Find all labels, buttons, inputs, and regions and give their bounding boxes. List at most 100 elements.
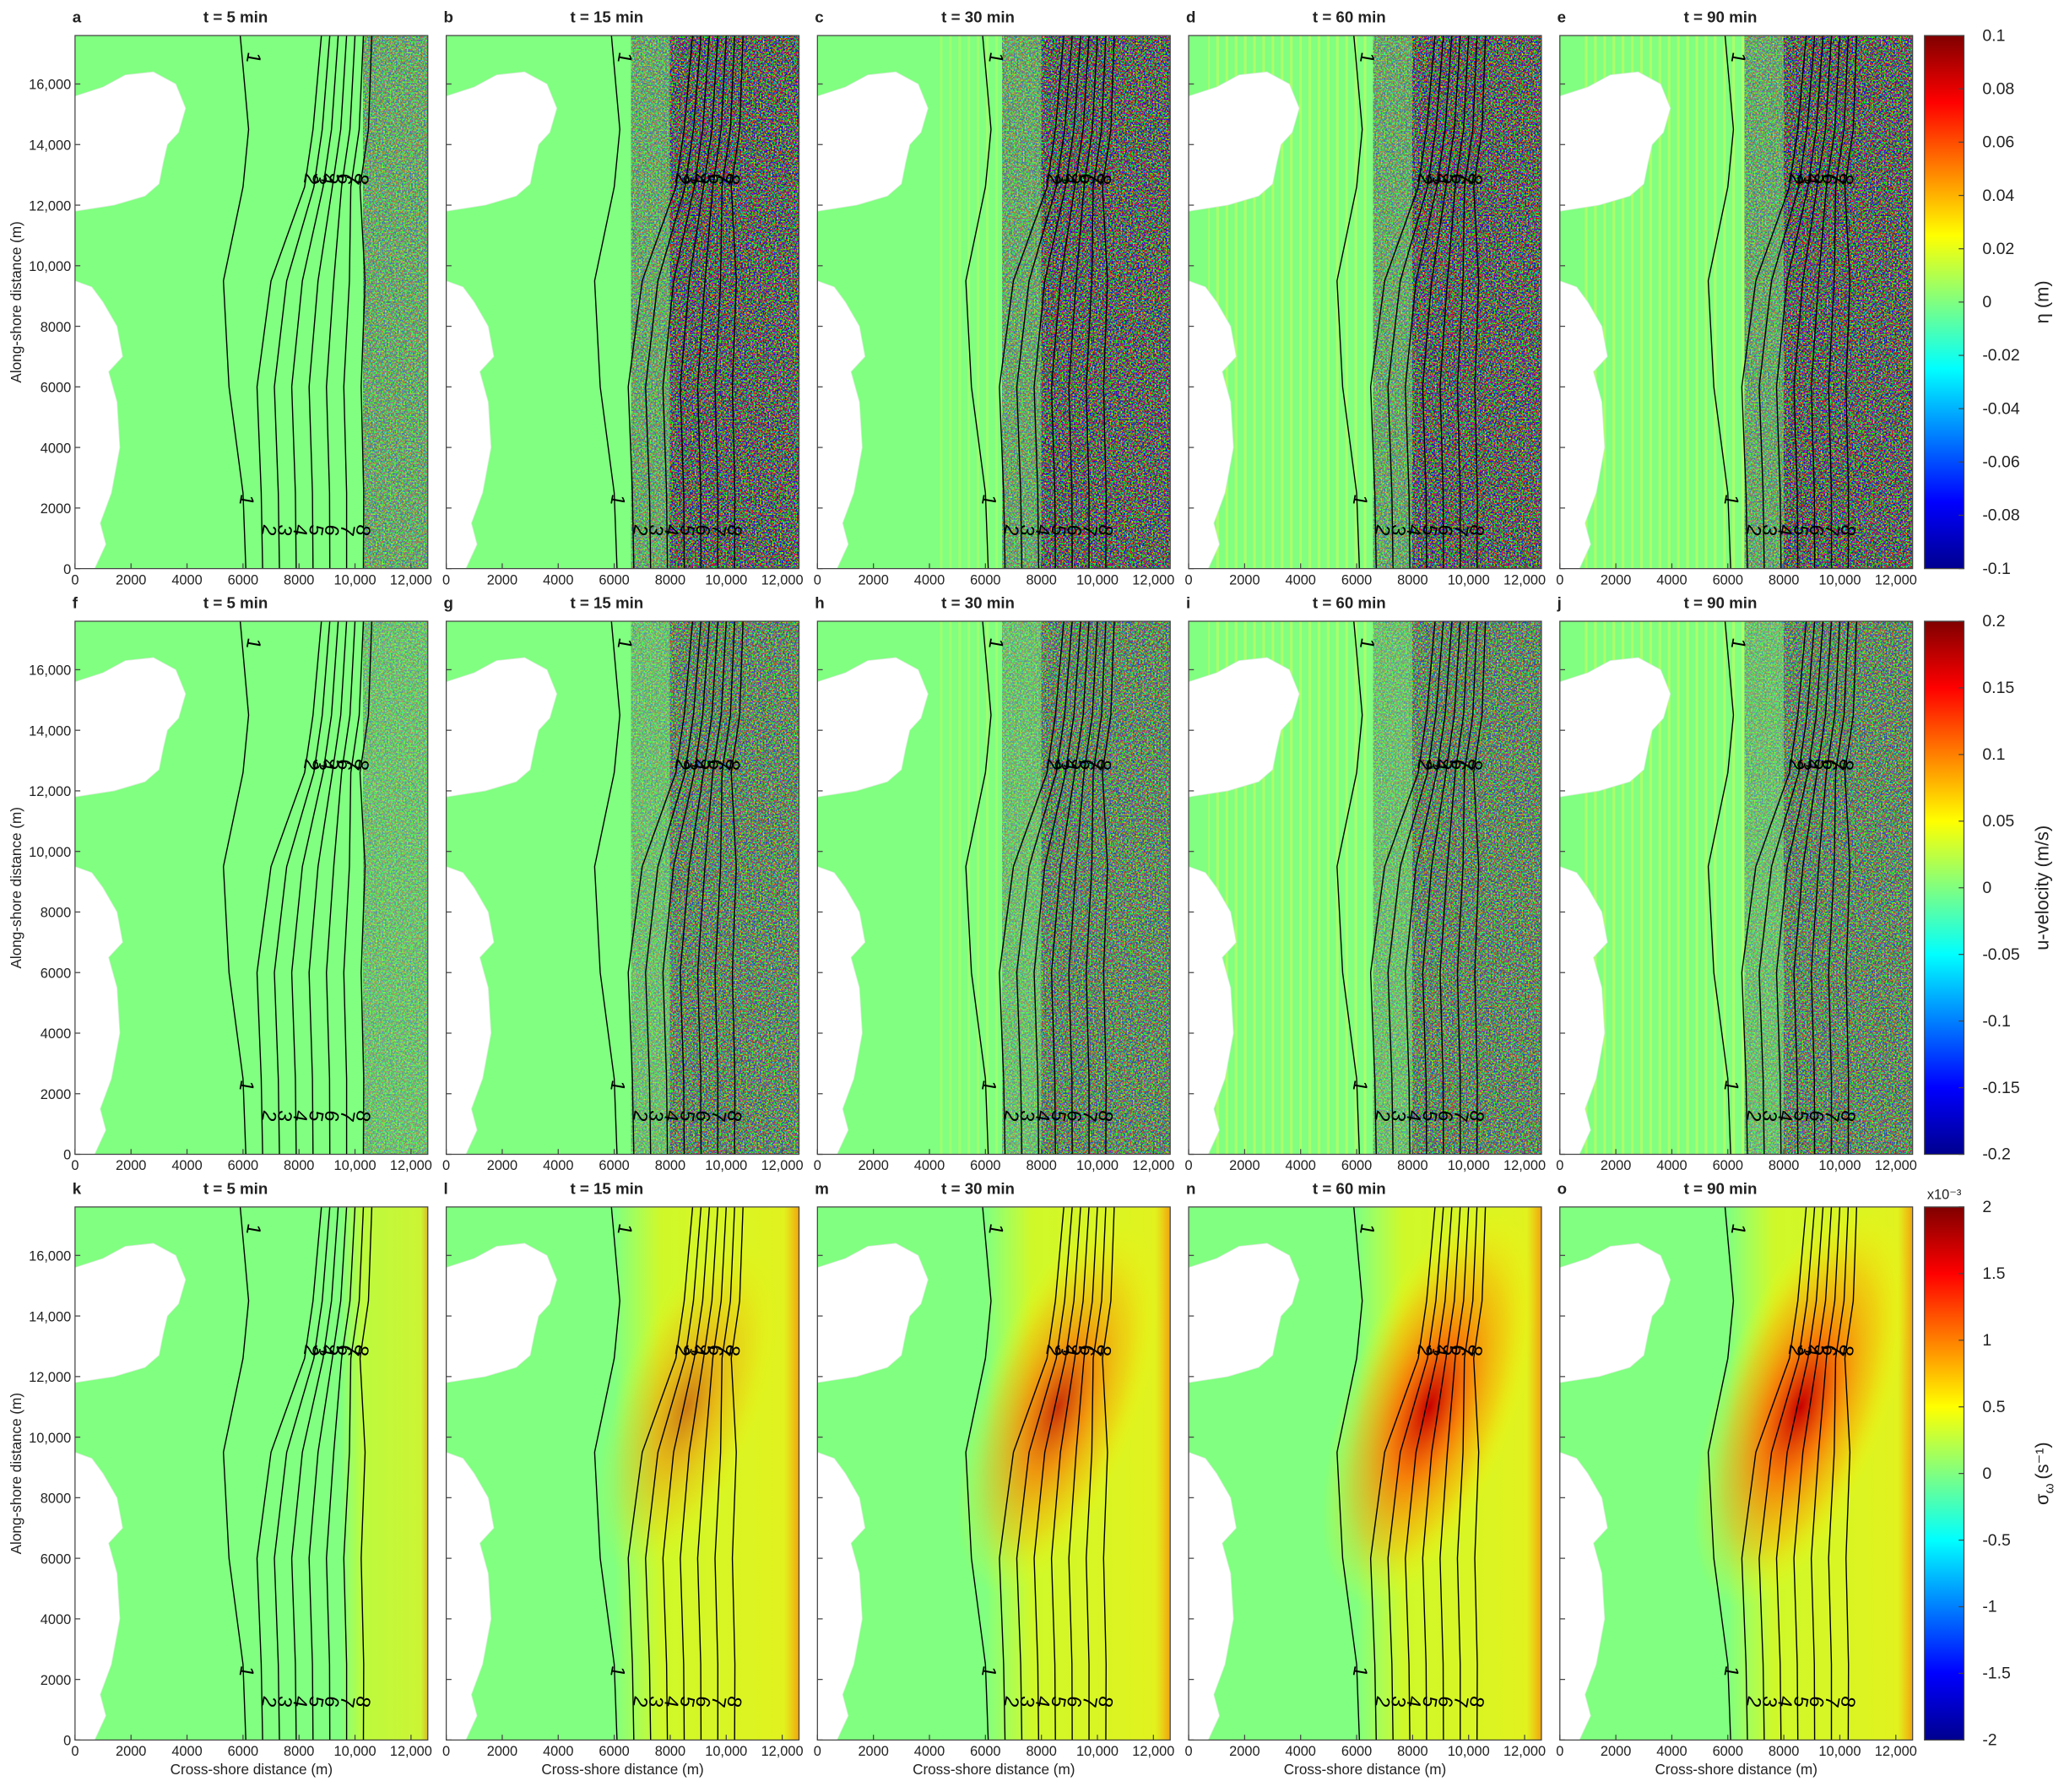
noise-sparse	[363, 35, 428, 569]
contour-label: 8	[1092, 757, 1116, 771]
x-axis-label: Cross-shore distance (m)	[541, 1761, 703, 1778]
colorbar-tick-label: -2	[1982, 1731, 1996, 1750]
y-tick-label: 8000	[41, 320, 71, 335]
depth-contour	[1793, 620, 1833, 1155]
colorbar-label: u-velocity (m/s)	[2031, 826, 2052, 950]
depth-contour	[343, 35, 365, 569]
panel-title: t = 90 min	[1684, 1179, 1758, 1197]
depth-contour	[680, 1206, 719, 1741]
contour-label: 5	[1790, 1109, 1813, 1123]
x-tick-label: 2000	[858, 1158, 888, 1173]
land	[1559, 1452, 1608, 1741]
y-tick-label: 12,000	[29, 784, 71, 799]
contour-label: 3	[1016, 523, 1039, 538]
land	[1559, 866, 1608, 1155]
x-tick-label: 4000	[1286, 1744, 1316, 1759]
contour-label: 1	[1727, 636, 1751, 651]
y-tick-label: 10,000	[29, 845, 71, 860]
contour-label: 2	[629, 1694, 653, 1708]
x-tick-label: 2000	[116, 572, 146, 587]
contour-label: 1	[242, 1222, 266, 1237]
y-tick-label: 2000	[41, 1087, 71, 1102]
colorbar-tick-label: 0	[1982, 1464, 1991, 1483]
contour-label: 2	[1742, 1109, 1766, 1123]
x-tick-label: 8000	[284, 1744, 314, 1759]
contour-label: 6	[691, 1109, 715, 1123]
depth-contour	[1707, 35, 1735, 569]
x-tick-label: 6000	[970, 1744, 1000, 1759]
contour-label: 8	[351, 523, 375, 538]
contour-label: 3	[1422, 171, 1445, 186]
colorbar-tick-label: 0.1	[1982, 745, 2005, 764]
x-tick-label: 2000	[1229, 1744, 1260, 1759]
depth-contour	[222, 620, 250, 1155]
contour-label: 1	[614, 1222, 637, 1237]
depth-contour	[1086, 35, 1107, 569]
panel	[446, 1206, 799, 1741]
depth-contour	[1369, 620, 1436, 1155]
depth-contour	[1050, 35, 1090, 569]
depth-contour	[1050, 1206, 1090, 1741]
colorbar-tick-label: -0.04	[1982, 399, 2020, 418]
contour-label: 3	[1758, 523, 1782, 538]
land	[1189, 1242, 1300, 1383]
contour-label: 4	[1059, 757, 1082, 771]
contour-label: 5	[1047, 1694, 1070, 1708]
contour-label: 2	[300, 757, 323, 771]
contour-label: 6	[1063, 1694, 1086, 1708]
contour-label: 1	[236, 1079, 259, 1093]
contour-label: 2	[257, 1694, 281, 1708]
contour-label: 8	[349, 171, 373, 186]
depth-contour	[1741, 1206, 1807, 1741]
contour-label: 5	[1067, 171, 1091, 186]
contour-label: 3	[679, 1343, 702, 1357]
depth-contour	[696, 35, 727, 569]
contour-label: 2	[999, 523, 1023, 538]
x-tick-label: 4000	[543, 572, 573, 587]
contour-label: 2	[1742, 1694, 1766, 1708]
depth-contour	[1422, 1206, 1461, 1741]
depth-contour	[1810, 620, 1841, 1155]
contour-label: 5	[1790, 1694, 1813, 1708]
x-tick-label: 0	[1185, 572, 1193, 587]
colorbar-tick-label: 1	[1982, 1331, 1991, 1350]
x-tick-label: 8000	[1769, 1744, 1799, 1759]
x-tick-label: 0	[442, 1744, 450, 1759]
contour-label: 2	[1042, 171, 1065, 186]
depth-contour	[1844, 620, 1858, 1155]
panel-letter: m	[815, 1179, 829, 1197]
depth-contour	[1775, 1206, 1824, 1741]
contour-label: 2	[1413, 171, 1437, 186]
contour-label: 5	[1067, 757, 1091, 771]
x-tick-label: 10,000	[1076, 572, 1119, 587]
panel-title: t = 5 min	[203, 8, 268, 26]
contour-label: 3	[679, 757, 702, 771]
x-tick-label: 0	[1185, 1158, 1193, 1173]
contour-label: 1	[236, 493, 259, 507]
x-tick-label: 4000	[171, 1158, 202, 1173]
depth-contour	[343, 1206, 365, 1741]
y-tick-label: 8000	[41, 906, 71, 921]
contour-label: 7	[1449, 523, 1473, 538]
contour-label: 1	[1356, 636, 1379, 651]
depth-contour	[965, 35, 992, 569]
x-tick-label: 12,000	[1503, 1158, 1546, 1173]
depth-contour	[359, 35, 373, 569]
colorbar-tick-label: 0.1	[1982, 26, 2005, 45]
vorticity-hotspot	[1693, 1206, 1909, 1607]
x-axis-label: Cross-shore distance (m)	[1284, 1761, 1446, 1778]
x-tick-label: 0	[442, 572, 450, 587]
vorticity-band	[340, 1206, 428, 1741]
contour-label: 3	[1793, 1343, 1817, 1357]
land	[446, 866, 495, 1155]
y-tick-label: 4000	[41, 1612, 71, 1627]
x-tick-label: 2000	[487, 1158, 517, 1173]
panel	[1559, 1206, 1913, 1741]
depth-contour	[1033, 620, 1081, 1155]
contour-label: 5	[1810, 1343, 1834, 1357]
contour-label: 7	[342, 1343, 366, 1357]
x-tick-label: 8000	[1026, 572, 1056, 587]
contour-label: 5	[1790, 523, 1813, 538]
x-tick-label: 4000	[914, 1158, 945, 1173]
contour-label: 5	[325, 171, 349, 186]
